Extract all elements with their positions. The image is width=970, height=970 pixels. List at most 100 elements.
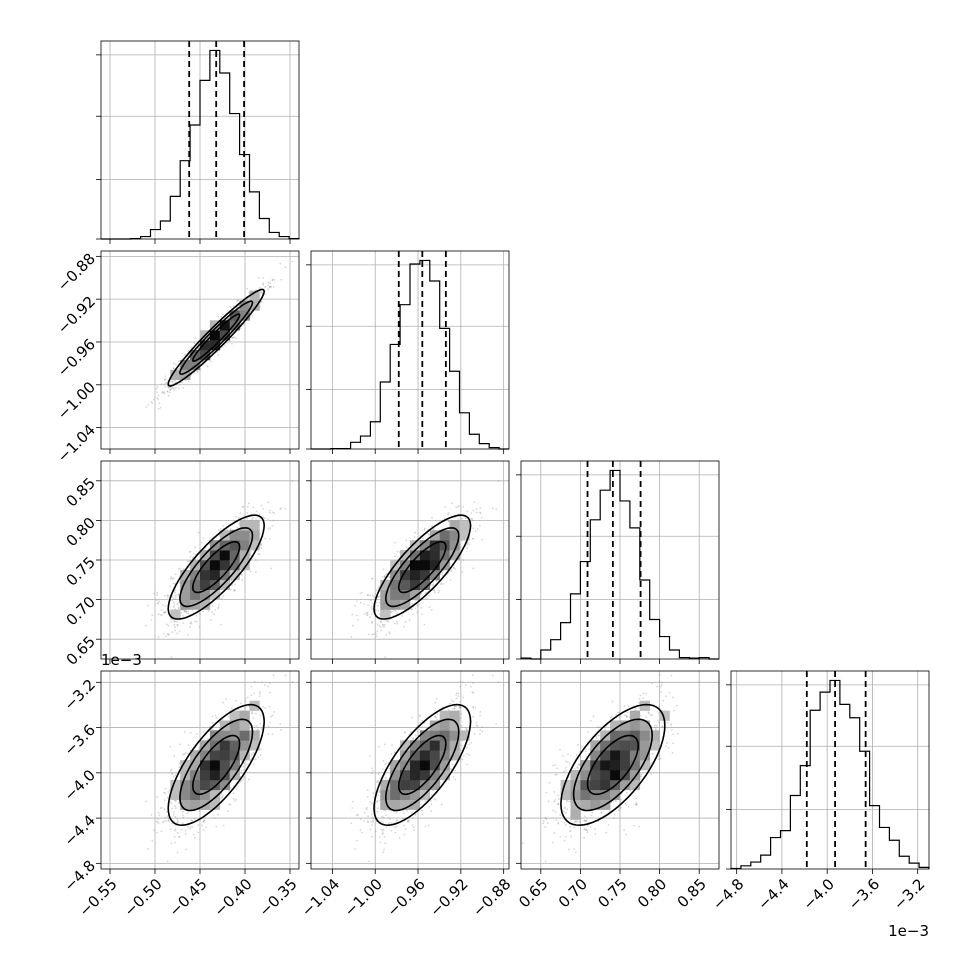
sample-point (173, 623, 176, 626)
sample-point (167, 386, 170, 389)
sample-point (235, 337, 238, 340)
sample-point (181, 814, 184, 817)
sample-point (157, 613, 160, 616)
sample-point (262, 706, 264, 708)
sample-point (411, 602, 414, 605)
sample-point (229, 305, 232, 308)
sample-point (454, 516, 457, 519)
sample-point (172, 582, 175, 585)
sample-point (466, 547, 468, 549)
sample-point (396, 550, 399, 553)
sample-point (259, 286, 261, 289)
sample-point (234, 583, 237, 586)
sample-point (145, 624, 148, 627)
histogram-0 (101, 49, 300, 240)
density-cell (200, 569, 211, 581)
sample-point (170, 620, 173, 623)
sample-point (473, 501, 476, 504)
sample-point (472, 509, 475, 512)
sample-point (155, 387, 158, 390)
sample-point (371, 594, 374, 597)
sample-point (252, 751, 255, 754)
sample-point (376, 623, 379, 626)
sample-point (441, 573, 444, 576)
sample-point (197, 370, 199, 373)
sample-point (194, 620, 197, 623)
sample-point (426, 532, 429, 535)
sample-point (214, 714, 217, 717)
sample-point (211, 722, 214, 724)
sample-point (383, 623, 386, 626)
sample-point (380, 629, 383, 632)
sample-point (255, 510, 258, 513)
sample-point (235, 515, 238, 518)
sample-point (174, 774, 177, 776)
sample-point (353, 604, 356, 607)
sample-point (495, 508, 498, 511)
sample-point (388, 631, 390, 634)
sample-point (267, 501, 270, 504)
sample-point (237, 299, 239, 302)
sample-point (423, 529, 426, 531)
sample-point (225, 697, 227, 700)
sample-point (260, 292, 262, 294)
sample-point (155, 599, 158, 602)
sample-point (261, 681, 264, 684)
sample-point (166, 390, 169, 393)
sample-point (187, 610, 190, 613)
sample-point (217, 353, 220, 356)
sample-point (355, 600, 358, 603)
sample-point (250, 694, 253, 697)
sample-point (474, 530, 477, 532)
sample-point (442, 583, 445, 585)
sample-point (267, 281, 270, 284)
sample-point (220, 315, 223, 318)
sample-point (252, 516, 255, 519)
sample-point (150, 401, 153, 403)
sample-point (413, 536, 416, 538)
sample-point (369, 594, 372, 597)
sample-point (252, 717, 255, 719)
sample-point (151, 401, 154, 404)
sample-point (437, 591, 440, 594)
sample-point (184, 353, 186, 356)
sample-point (271, 525, 274, 527)
sample-point (184, 731, 186, 733)
sample-point (401, 615, 404, 617)
sample-point (394, 555, 396, 558)
sample-point (375, 632, 377, 635)
sample-point (384, 656, 387, 659)
sample-point (267, 284, 270, 287)
sample-point (161, 614, 164, 617)
density-cell (209, 560, 221, 571)
density-cell (429, 550, 440, 561)
sample-point (366, 594, 369, 596)
sample-point (259, 754, 262, 756)
sample-point (376, 635, 378, 638)
sample-point (169, 585, 172, 588)
sample-point (161, 392, 164, 394)
sample-point (250, 755, 253, 757)
sample-point (164, 375, 167, 378)
sample-point (412, 613, 414, 616)
sample-point (260, 543, 262, 545)
sample-point (215, 825, 218, 828)
sample-point (267, 528, 270, 531)
sample-point (375, 589, 378, 592)
density-cell (209, 550, 221, 561)
sample-point (165, 623, 168, 626)
sample-point (460, 518, 463, 520)
sample-point (174, 626, 176, 628)
sample-point (259, 517, 261, 520)
sample-point (233, 589, 236, 591)
sample-point (269, 509, 271, 512)
sample-point (192, 556, 194, 559)
sample-point (377, 604, 379, 607)
sample-point (279, 508, 282, 511)
sample-point (153, 398, 155, 401)
sample-point (174, 620, 176, 623)
sample-point (359, 592, 362, 595)
sample-point (402, 625, 405, 628)
sample-point (217, 529, 220, 531)
sample-point (202, 610, 205, 613)
